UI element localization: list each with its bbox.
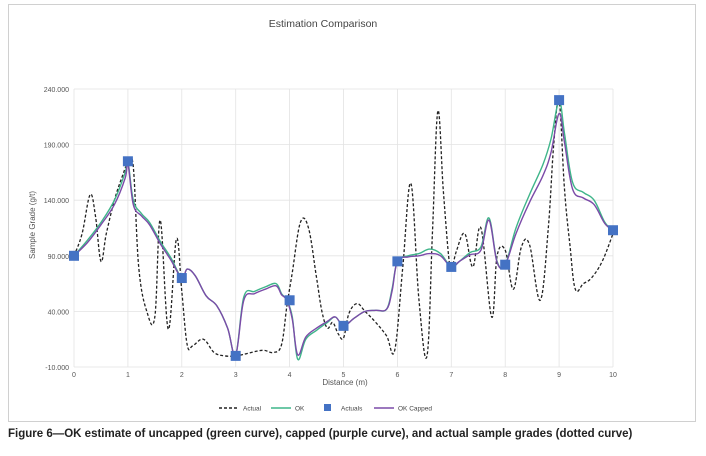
x-tick-label: 8 [503, 372, 507, 379]
legend-label-ok-capped: OK Capped [398, 406, 432, 413]
actuals-marker [446, 261, 457, 272]
y-tick-label: 140.000 [44, 198, 69, 205]
x-tick-label: 7 [449, 372, 453, 379]
y-tick-label: 190.000 [44, 143, 69, 150]
x-tick-label: 4 [288, 372, 292, 379]
legend-label-actual: Actual [243, 406, 262, 413]
x-tick-label: 5 [342, 372, 346, 379]
series-line-actual [73, 98, 614, 359]
x-tick-label: 10 [609, 372, 617, 379]
actuals-marker [608, 225, 618, 236]
x-tick-label: 3 [234, 372, 238, 379]
actuals-marker [284, 295, 295, 306]
actuals-marker [338, 320, 349, 331]
actuals-marker [69, 250, 79, 261]
actuals-marker [500, 259, 511, 270]
legend-label-ok: OK [295, 406, 305, 413]
series-line-ok-capped [73, 112, 614, 357]
y-axis-label: Sample Grade (g/t) [28, 191, 37, 259]
legend-swatch-actuals [324, 404, 331, 411]
chart-frame: Estimation Comparison Sample Grade (g/t)… [8, 4, 696, 422]
actuals-marker [122, 156, 133, 167]
y-tick-label: 40.000 [48, 309, 70, 316]
x-tick-label: 9 [557, 372, 561, 379]
legend: Actual OK Actuals OK Capped [219, 404, 432, 413]
actuals-marker [392, 256, 403, 267]
x-tick-label: 6 [395, 372, 399, 379]
x-tick-label: 0 [72, 372, 76, 379]
legend-label-actuals: Actuals [341, 406, 363, 413]
y-tick-label: 90.000 [48, 254, 70, 261]
y-tick-label: 240.000 [44, 87, 69, 94]
y-tick-label: -10.000 [45, 365, 69, 372]
series-layer [73, 98, 614, 361]
chart-svg: Estimation Comparison Sample Grade (g/t)… [28, 18, 618, 413]
actuals-marker [176, 273, 187, 284]
actuals-marker [554, 95, 565, 106]
axis-layer: -10.000 40.000 90.000 140.000 190.000 240.000… [44, 87, 617, 379]
actuals-marker [230, 350, 241, 361]
x-tick-label: 1 [126, 372, 130, 379]
figure-caption: Figure 6—OK estimate of uncapped (green … [8, 428, 633, 440]
x-axis-label: Distance (m) [322, 378, 368, 387]
grid-layer [73, 88, 614, 368]
x-tick-label: 2 [180, 372, 184, 379]
marker-layer [69, 95, 618, 361]
chart-title: Estimation Comparison [269, 18, 378, 30]
